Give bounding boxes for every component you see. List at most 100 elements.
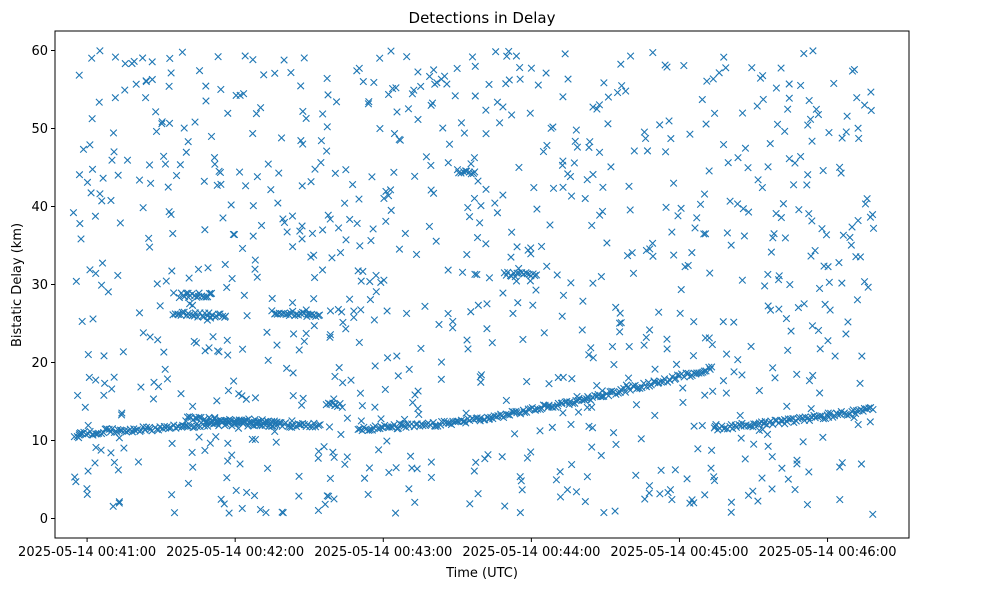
- detection-marker: [532, 286, 540, 294]
- detection-marker: [366, 277, 374, 286]
- detection-marker: [384, 90, 393, 99]
- detection-marker: [626, 206, 634, 214]
- detection-marker: [835, 163, 844, 171]
- detection-marker: [221, 312, 230, 320]
- detection-marker: [838, 459, 846, 467]
- detection-marker: [295, 492, 303, 500]
- detection-marker: [533, 205, 541, 213]
- detection-marker: [278, 508, 286, 516]
- detection-marker: [667, 134, 675, 143]
- detection-marker: [464, 345, 472, 353]
- detection-marker: [604, 392, 613, 400]
- detection-marker: [370, 316, 379, 324]
- detection-marker: [376, 124, 384, 133]
- detection-marker: [719, 318, 727, 326]
- detection-marker: [370, 78, 378, 87]
- detection-marker: [462, 409, 470, 417]
- detection-marker: [345, 295, 354, 303]
- detection-marker: [691, 224, 699, 232]
- detection-marker: [610, 360, 618, 369]
- detection-marker: [411, 498, 419, 506]
- detection-marker: [719, 377, 728, 385]
- detection-marker: [540, 329, 548, 337]
- detection-marker: [212, 432, 220, 441]
- detection-marker: [158, 118, 166, 126]
- detection-marker: [444, 159, 452, 167]
- detection-marker: [142, 77, 151, 86]
- detection-marker: [559, 183, 567, 191]
- detection-marker: [98, 197, 106, 205]
- detection-marker: [530, 183, 538, 192]
- detection-marker: [818, 225, 826, 233]
- detection-marker: [632, 400, 641, 409]
- detection-marker: [621, 87, 630, 95]
- detection-marker: [726, 197, 734, 205]
- detection-marker: [405, 365, 413, 374]
- detection-marker: [152, 127, 161, 136]
- detection-marker: [664, 488, 672, 497]
- detection-marker: [701, 391, 709, 399]
- detection-marker: [91, 459, 99, 467]
- detection-marker: [263, 328, 271, 336]
- detection-marker: [846, 233, 854, 242]
- detection-marker: [83, 178, 92, 187]
- detection-marker: [554, 373, 562, 382]
- detection-marker: [382, 187, 390, 196]
- detection-marker: [168, 439, 176, 448]
- detection-marker: [471, 92, 479, 100]
- detection-marker: [73, 391, 82, 400]
- detection-marker: [648, 239, 657, 247]
- detection-marker: [628, 248, 636, 257]
- detection-marker: [758, 183, 767, 192]
- detection-marker: [326, 333, 334, 342]
- detection-marker: [482, 106, 490, 114]
- detection-marker: [815, 284, 824, 293]
- detection-marker: [803, 181, 811, 189]
- detection-marker: [217, 495, 225, 504]
- detection-marker: [437, 375, 446, 384]
- detection-marker: [360, 474, 369, 482]
- detection-marker: [202, 417, 210, 426]
- detection-marker: [549, 403, 557, 411]
- detection-marker: [427, 161, 435, 170]
- detection-marker: [335, 363, 343, 372]
- detection-marker: [556, 493, 565, 501]
- detection-marker: [70, 432, 79, 441]
- detection-marker: [135, 309, 144, 317]
- detection-marker: [824, 263, 832, 271]
- detection-marker: [772, 84, 781, 92]
- detection-marker: [376, 54, 384, 62]
- detection-marker: [493, 209, 502, 217]
- y-axis-ticks: 0 10 20 30 40 50 60: [31, 44, 55, 527]
- detection-marker: [669, 251, 678, 259]
- detection-marker: [387, 47, 395, 55]
- detection-marker: [561, 50, 569, 58]
- detection-marker: [249, 129, 257, 138]
- detection-marker: [102, 425, 111, 433]
- detection-marker: [583, 472, 592, 481]
- detection-marker: [848, 67, 857, 75]
- detection-marker: [188, 448, 196, 457]
- detection-marker: [322, 147, 331, 155]
- detection-marker: [642, 333, 650, 342]
- detection-marker: [350, 307, 358, 315]
- detection-marker: [502, 396, 511, 405]
- detection-marker: [288, 243, 297, 251]
- detection-marker: [83, 490, 91, 499]
- detection-marker: [680, 61, 688, 70]
- detection-marker: [593, 381, 601, 390]
- detection-marker: [354, 267, 362, 275]
- detection-marker: [862, 405, 871, 413]
- detection-marker: [246, 418, 254, 427]
- detection-marker: [197, 292, 206, 300]
- detection-marker: [214, 310, 223, 318]
- detection-marker: [307, 253, 315, 261]
- detection-marker: [807, 404, 815, 413]
- detection-marker: [273, 341, 281, 349]
- detection-marker: [709, 387, 717, 396]
- detection-marker: [200, 177, 208, 185]
- detection-marker: [617, 318, 625, 327]
- detection-marker: [288, 299, 297, 307]
- detection-marker: [238, 244, 247, 253]
- detection-marker: [84, 421, 92, 430]
